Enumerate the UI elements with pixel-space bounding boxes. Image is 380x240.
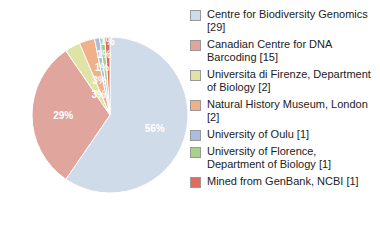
- svg-text:56%: 56%: [145, 123, 165, 134]
- html-text:Universita di Firenze, Departm: Universita di Firenze, Department of Bio…: [207, 68, 371, 93]
- html-text:University of Florence, Depart: University of Florence, Department of Bi…: [207, 145, 332, 170]
- svg-text:1%: 1%: [100, 36, 115, 47]
- html-text:University of Oulu [1]: University of Oulu [1]: [207, 128, 310, 140]
- html-text:Mined from GenBank, NCBI [1]: Mined from GenBank, NCBI [1]: [207, 175, 359, 187]
- svg-text:3%: 3%: [92, 75, 107, 86]
- html-text:Natural History Museum, London: Natural History Museum, London [2]: [207, 98, 368, 123]
- svg-text:29%: 29%: [53, 110, 73, 121]
- svg-text:3%: 3%: [92, 89, 107, 100]
- svg-text:1%: 1%: [97, 49, 112, 60]
- html-text:Canadian Centre for DNA Barcod: Canadian Centre for DNA Barcoding [15]: [207, 38, 332, 63]
- svg-text:1%: 1%: [95, 62, 110, 73]
- html-text:Centre for Biodiversity Genomi: Centre for Biodiversity Genomics [29]: [207, 8, 368, 33]
